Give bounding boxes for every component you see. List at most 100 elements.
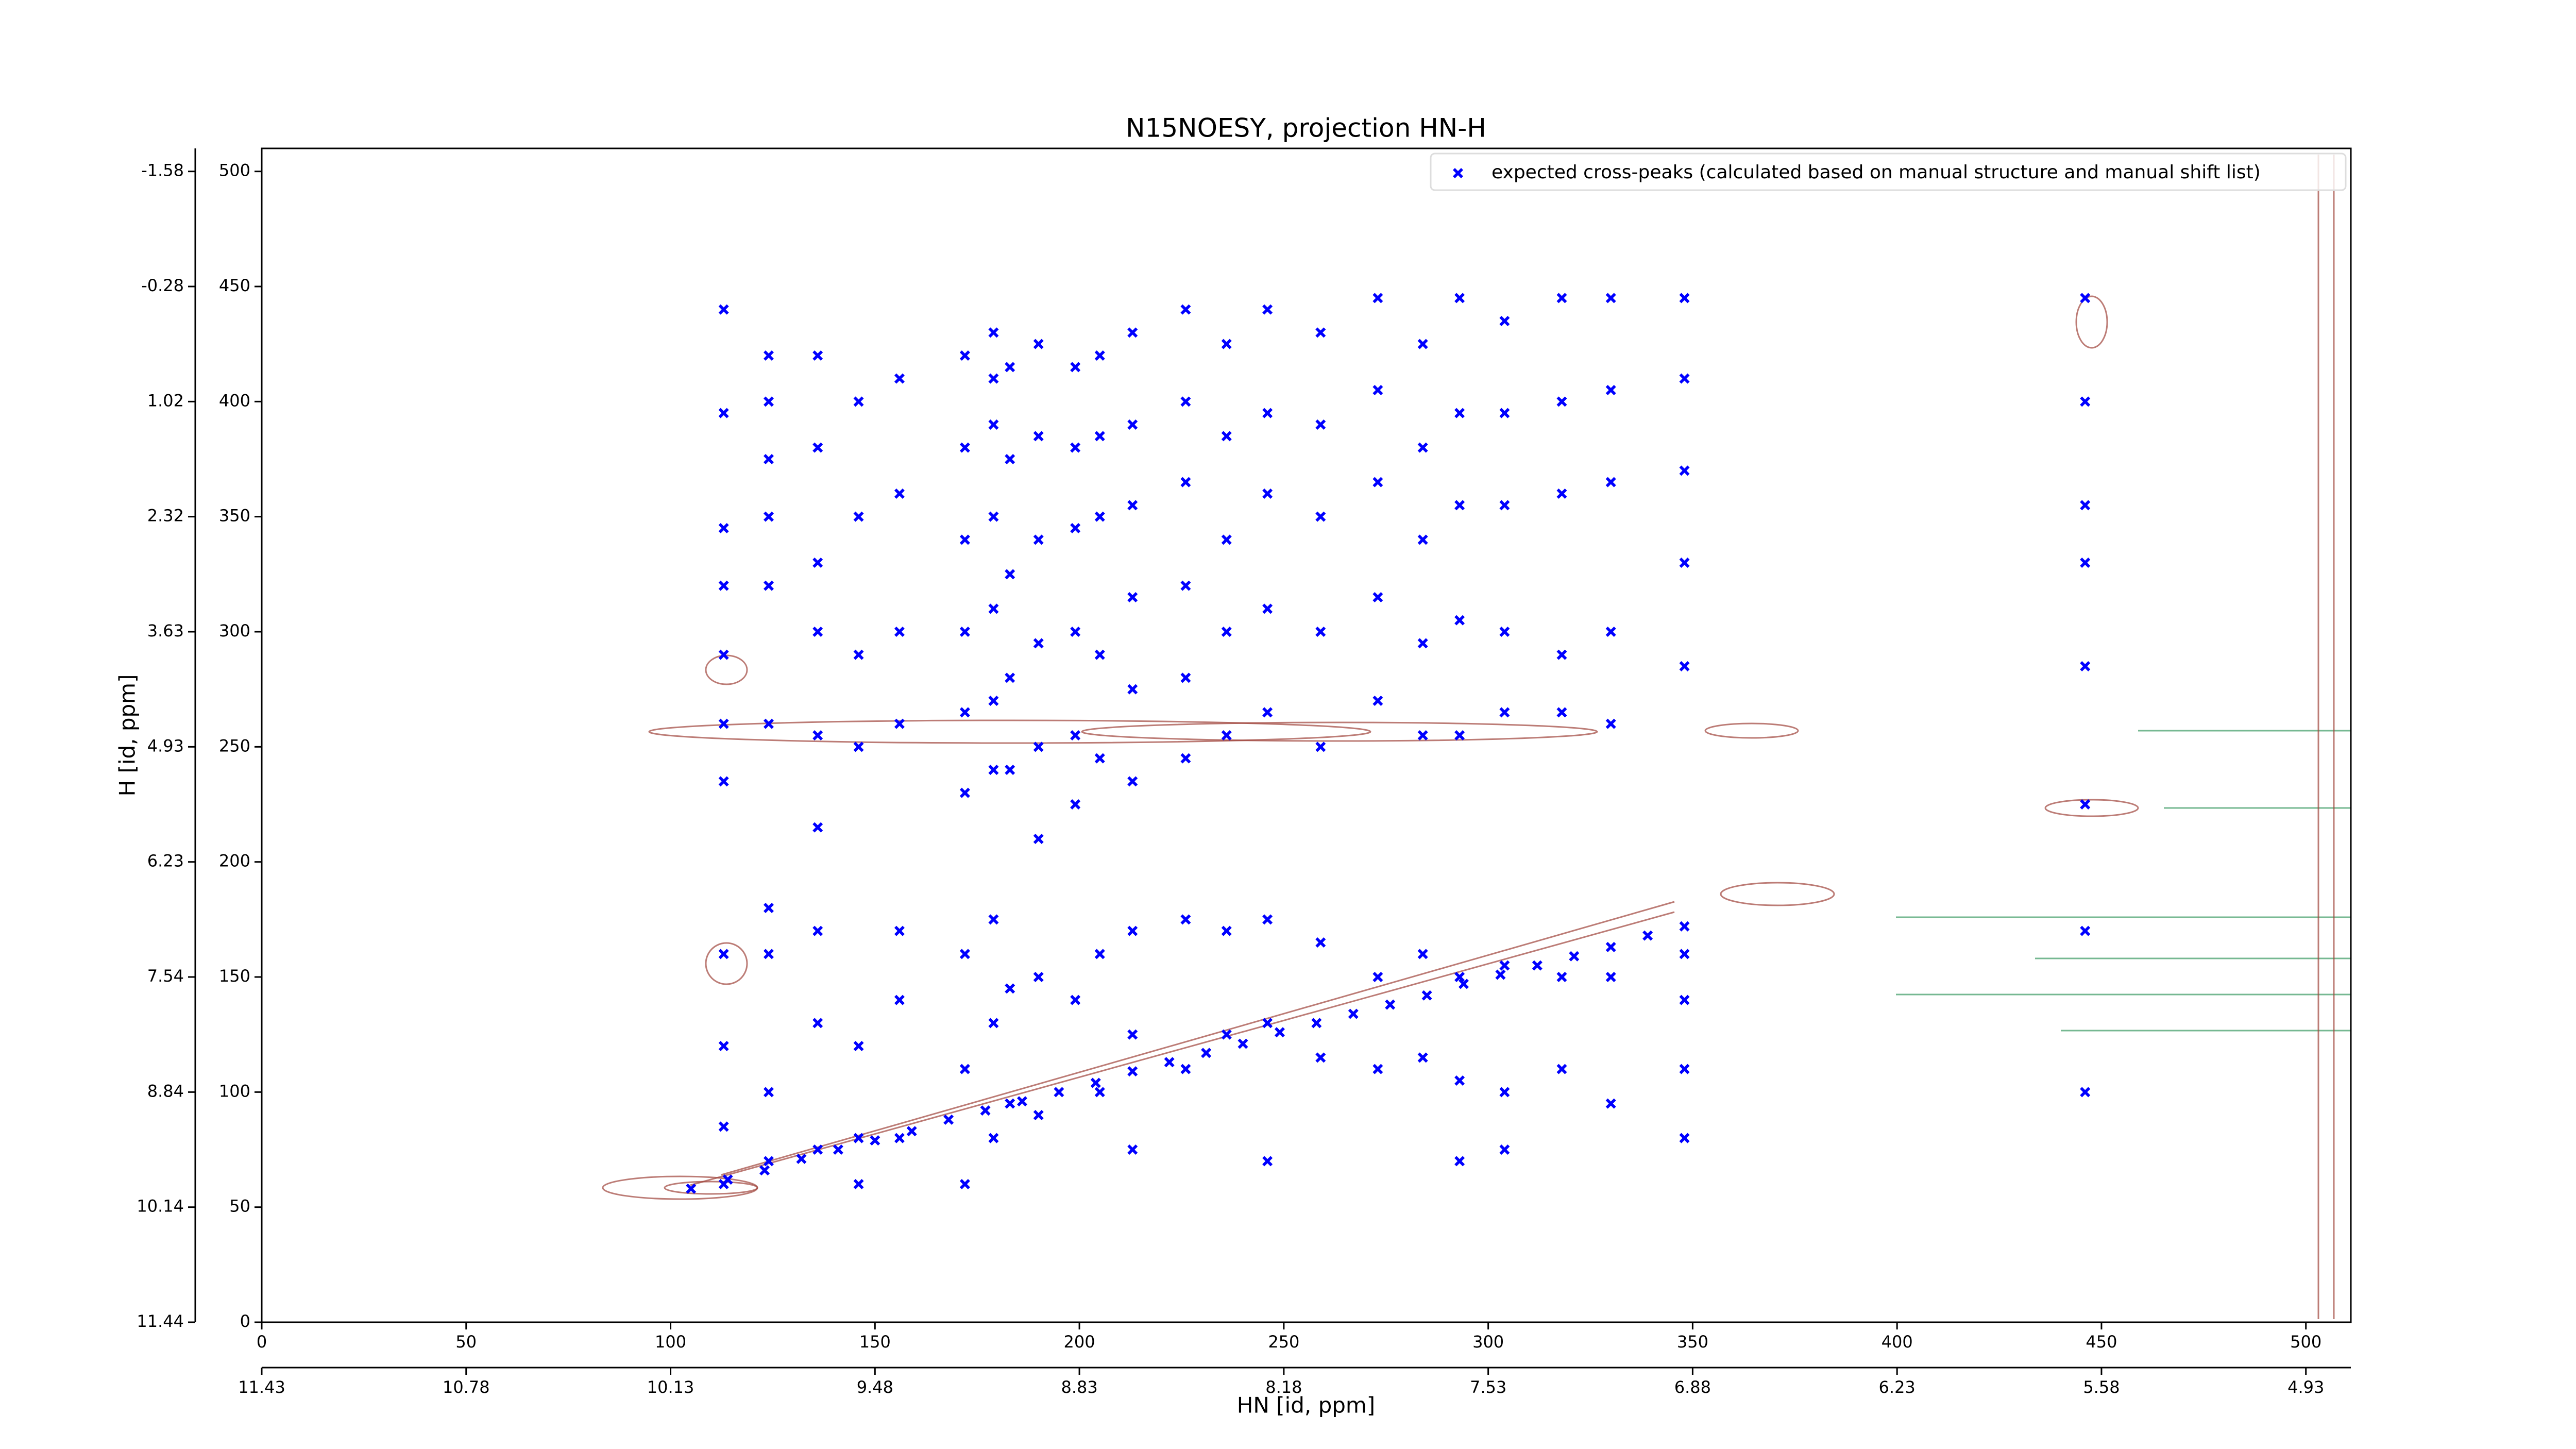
- cross-peak: [1372, 972, 1383, 982]
- x-tick-label: 250: [1268, 1332, 1299, 1352]
- cross-peak: [1421, 990, 1432, 1001]
- cross-peak: [1127, 1144, 1138, 1155]
- y-tick-label: 50: [229, 1197, 250, 1216]
- cross-peak: [1033, 339, 1044, 349]
- cross-peak: [763, 454, 774, 464]
- cross-peak: [1221, 730, 1232, 740]
- y2-tick-label: -1.58: [141, 161, 184, 180]
- y2-tick-label: 1.02: [147, 391, 184, 410]
- cross-peak: [894, 1133, 905, 1143]
- cross-peak: [894, 627, 905, 637]
- cross-peak: [853, 742, 864, 752]
- x2-tick-label: 5.58: [2083, 1377, 2120, 1397]
- cross-peak: [1454, 1156, 1465, 1167]
- cross-peak: [1094, 649, 1105, 660]
- cross-peak: [1090, 1077, 1101, 1088]
- cross-peak: [1070, 730, 1081, 740]
- x2-tick-label: 11.43: [238, 1377, 285, 1397]
- cross-peak: [1127, 776, 1138, 787]
- y-tick-label: 350: [219, 506, 250, 526]
- y2-tick-label: 2.32: [147, 506, 184, 526]
- cross-peak: [1070, 995, 1081, 1005]
- cross-peak: [812, 442, 823, 453]
- cross-peak: [1679, 1133, 1690, 1143]
- y2-tick-label: 6.23: [147, 851, 184, 871]
- cross-peak: [1315, 511, 1326, 522]
- cross-peak: [1070, 523, 1081, 533]
- cross-peak: [812, 925, 823, 936]
- cross-peak: [1605, 941, 1616, 952]
- cross-peak: [1556, 707, 1567, 718]
- legend-box: [1430, 153, 2347, 191]
- x-tick-label: 0: [257, 1332, 267, 1352]
- cross-peak: [1679, 949, 1690, 959]
- x-tick-label: 500: [2290, 1332, 2321, 1352]
- cross-peak: [959, 1064, 970, 1074]
- cross-peak: [1417, 730, 1428, 740]
- cross-peak: [2080, 925, 2091, 936]
- cross-peak: [1221, 534, 1232, 545]
- cross-peak: [1262, 1156, 1273, 1167]
- x-tick-label: 100: [655, 1332, 686, 1352]
- cross-peak: [763, 718, 774, 729]
- cross-peak: [1005, 569, 1015, 580]
- cross-peak: [1127, 1029, 1138, 1040]
- cross-peak: [1372, 477, 1383, 487]
- cross-peak: [1454, 1075, 1465, 1086]
- y-axis-label: H [id, ppm]: [115, 675, 140, 797]
- cross-peak: [988, 696, 999, 706]
- y-tick-label: 250: [219, 736, 250, 755]
- cross-peak: [759, 1165, 770, 1176]
- cross-peak: [1070, 627, 1081, 637]
- cross-peak: [1454, 730, 1465, 740]
- y-tick-label: 0: [240, 1311, 250, 1331]
- cross-peak: [763, 580, 774, 591]
- cross-peak: [2080, 661, 2091, 671]
- cross-peak: [1262, 914, 1273, 925]
- cross-peak: [959, 350, 970, 361]
- cross-peak: [1605, 627, 1616, 637]
- cross-peak: [812, 730, 823, 740]
- x-tick-label: 450: [2086, 1332, 2117, 1352]
- cross-peak: [1127, 925, 1138, 936]
- cross-peak: [1094, 431, 1105, 442]
- legend-marker: [1453, 168, 1463, 178]
- cross-peak: [1180, 753, 1191, 764]
- plot-frame: [261, 147, 2352, 1323]
- cross-peak: [1180, 396, 1191, 407]
- cross-peak: [1221, 627, 1232, 637]
- cross-peak: [853, 1179, 864, 1189]
- cross-peak: [1016, 1096, 1027, 1107]
- cross-peak: [894, 995, 905, 1005]
- cross-peak: [1315, 627, 1326, 637]
- cross-peak: [959, 627, 970, 637]
- cross-peak: [686, 1183, 697, 1194]
- cross-peak: [894, 373, 905, 384]
- cross-peak: [1127, 592, 1138, 602]
- cross-peak: [1180, 580, 1191, 591]
- y-tick-label: 300: [219, 621, 250, 641]
- cross-peak: [988, 327, 999, 338]
- cross-peak: [959, 707, 970, 718]
- x2-tick-label: 8.18: [1265, 1377, 1302, 1397]
- cross-peak: [718, 718, 729, 729]
- cross-peak: [1164, 1057, 1175, 1068]
- cross-peak: [1417, 638, 1428, 649]
- cross-peak: [1499, 316, 1510, 326]
- x-tick-label: 400: [1882, 1332, 1913, 1352]
- cross-peak: [1005, 1098, 1015, 1109]
- x-axis-label: HN [id, ppm]: [1237, 1393, 1375, 1418]
- cross-peak: [2080, 1087, 2091, 1098]
- cross-peak: [1417, 949, 1428, 959]
- cross-peak: [1033, 972, 1044, 982]
- y2-tick-label: 7.54: [147, 966, 184, 986]
- cross-peak: [1372, 1064, 1383, 1074]
- cross-peak: [812, 1144, 823, 1155]
- cross-peak: [1556, 293, 1567, 304]
- x-tick-label: 50: [455, 1332, 477, 1352]
- cross-peak: [1070, 442, 1081, 453]
- x2-tick-label: 4.93: [2287, 1377, 2324, 1397]
- x-tick-label: 350: [1677, 1332, 1708, 1352]
- cross-peak: [812, 558, 823, 568]
- cross-peak: [1180, 477, 1191, 487]
